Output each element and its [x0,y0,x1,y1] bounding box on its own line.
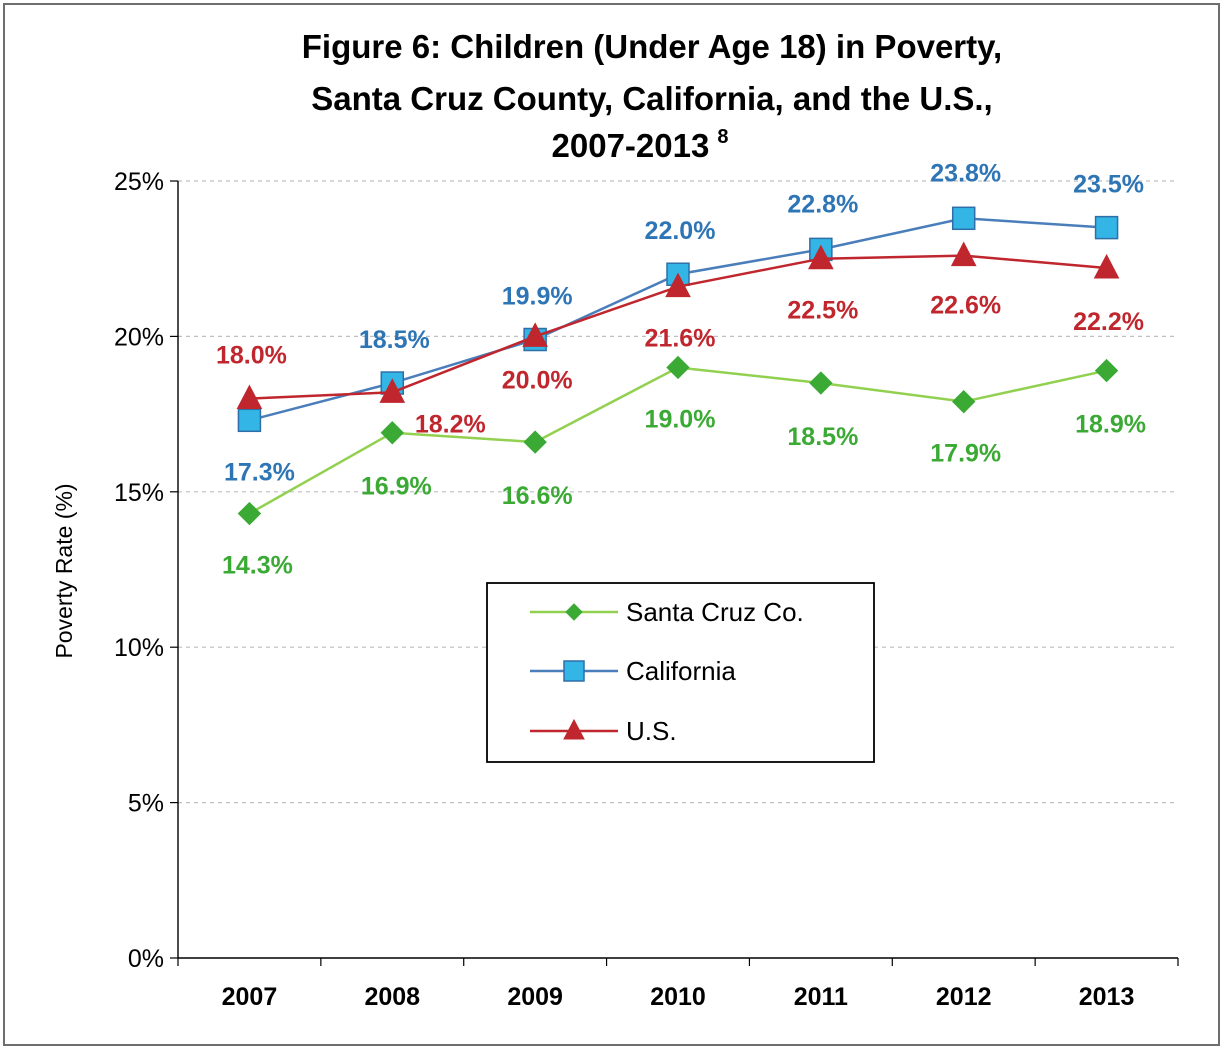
legend-label: California [626,656,736,686]
data-label: 22.0% [645,217,716,245]
data-label: 18.5% [359,326,430,354]
axes: 0% 5% 10% 15% 20% 25% 2007 2008 2009 2010 2011 2012… [114,168,1179,1011]
data-label: 23.5% [1073,171,1144,199]
triangle-marker [950,241,977,267]
data-label: 19.0% [645,405,716,433]
legend: Santa Cruz Co. California U.S. [486,582,875,763]
y-tick-label: 15% [114,479,164,507]
diamond-marker [380,421,404,445]
triangle-marker [522,322,548,347]
square-marker [563,660,585,682]
y-tick-label: 20% [114,323,164,351]
data-label: 18.2% [415,410,486,438]
triangle-marker [563,718,585,740]
data-label: 18.9% [1075,411,1146,439]
data-label: 17.3% [224,458,295,486]
y-axis-title: Poverty Rate (%) [51,483,77,658]
triangle-marker [665,272,691,298]
series-diamond [237,355,1119,526]
data-label: 23.8% [930,159,1001,187]
diamond-marker [666,355,690,380]
square-marker [951,206,976,231]
data-label: 22.2% [1073,308,1144,336]
y-tick-label: 0% [128,945,164,973]
chart-title-footnote: 8 [717,126,728,148]
data-label: 16.6% [502,482,573,510]
data-labels: 14.3% 16.9% 16.6% 19.0% 18.5% 17.9% 18.9% 17.3%… [216,159,1146,579]
data-label: 14.3% [222,552,293,580]
data-label: 18.5% [787,423,858,451]
data-label: 18.0% [216,342,287,370]
x-tick-label: 2012 [936,983,992,1011]
data-label: 22.8% [787,190,858,218]
x-tick-label: 2008 [364,983,420,1011]
chart-title-line-1: Figure 6: Children (Under Age 18) in Pov… [302,28,1002,65]
diamond-marker [523,430,547,454]
y-tick-label: 25% [114,168,164,196]
chart-title-line-2: Santa Cruz County, California, and the U… [311,80,992,117]
y-tick-label: 5% [128,790,164,818]
x-tick-label: 2010 [650,983,706,1011]
triangle-marker [379,378,406,403]
x-tick-label: 2013 [1079,983,1135,1011]
triangle-marker [236,384,263,410]
diamond-marker [1094,358,1119,383]
chart-title-years: 2007-2013 [552,127,710,164]
diamond-marker [809,371,833,395]
diamond-marker [237,501,262,526]
data-label: 20.0% [502,366,573,394]
triangle-marker [1093,253,1120,279]
square-marker [1094,215,1119,240]
y-tick-label: 10% [114,634,164,662]
chart-frame [3,3,1220,1046]
x-tick-label: 2011 [794,983,848,1011]
data-label: 19.9% [502,283,573,311]
data-label: 22.5% [787,297,858,325]
data-label: 22.6% [930,292,1001,320]
square-marker [237,408,262,433]
data-label: 21.6% [645,325,716,353]
diamond-marker [565,603,583,621]
x-tick-label: 2007 [222,983,278,1011]
diamond-marker [952,389,976,414]
chart-title: Figure 6: Children (Under Age 18) in Pov… [302,28,1002,164]
x-tick-label: 2009 [507,983,563,1011]
legend-label: Santa Cruz Co. [626,597,804,627]
triangle-marker [808,244,834,270]
data-label: 17.9% [930,440,1001,468]
data-label: 16.9% [361,473,432,501]
chart-title-line-3: 2007-2013 8 [552,126,729,164]
series-triangle [236,241,1120,410]
legend-label: U.S. [626,716,677,746]
series-layer [236,206,1120,526]
